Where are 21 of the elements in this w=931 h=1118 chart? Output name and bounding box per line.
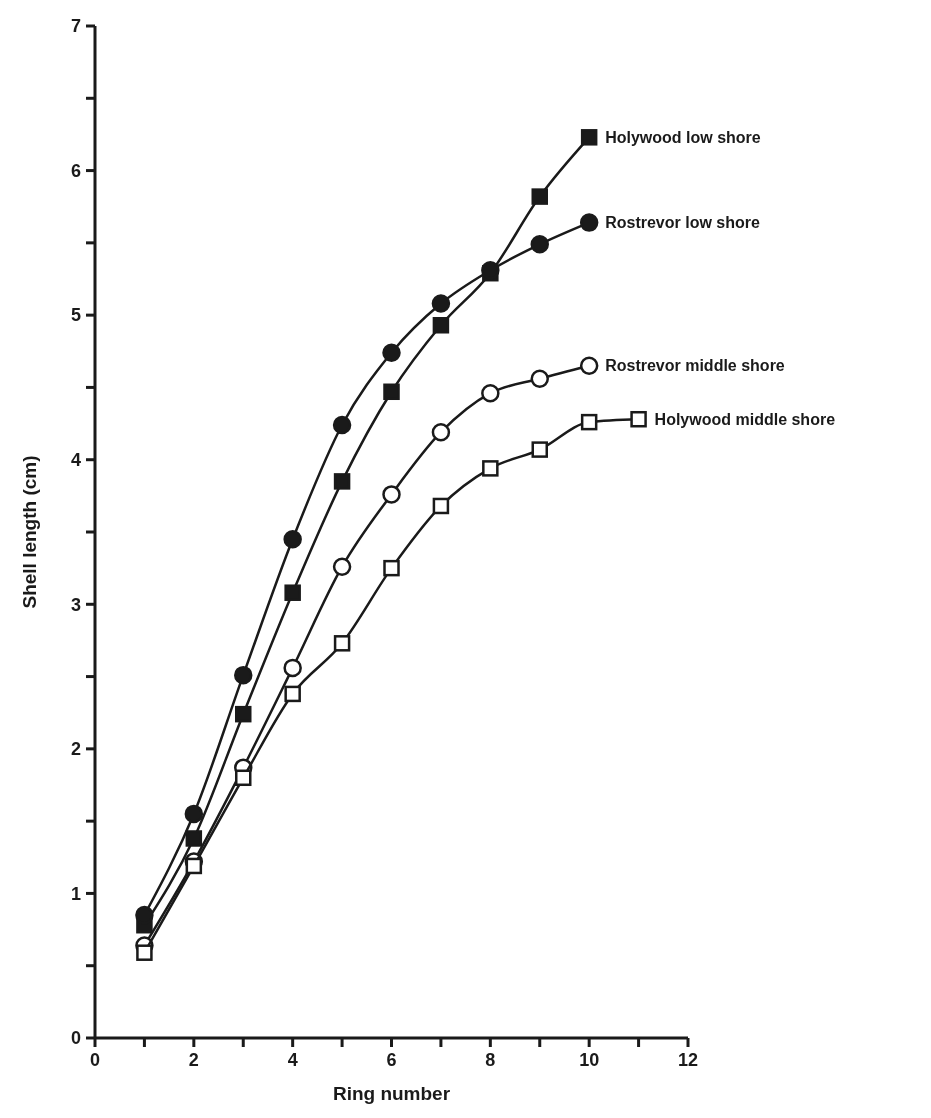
y-tick-label: 7 — [70, 16, 81, 37]
y-tick-label: 6 — [70, 160, 81, 181]
y-tick-label: 5 — [70, 305, 81, 326]
x-axis-title: Ring number — [332, 1083, 451, 1104]
y-tick-label: 4 — [70, 450, 81, 471]
x-tick-label: 12 — [677, 1050, 699, 1070]
y-tick-label: 1 — [70, 883, 81, 904]
x-tick-label: 8 — [485, 1050, 496, 1070]
series-label: Rostrevor low shore — [605, 214, 760, 232]
series-label: Holywood low shore — [605, 128, 761, 146]
series-label: Holywood middle shore — [654, 410, 836, 428]
y-axis-title: Shell length (cm) — [19, 455, 40, 609]
x-tick-label: 10 — [579, 1050, 600, 1070]
x-tick-label: 6 — [386, 1050, 397, 1070]
x-tick-label: 0 — [89, 1050, 101, 1070]
series-label: Rostrevor middle shore — [605, 357, 785, 375]
x-tick-label: 4 — [287, 1050, 298, 1070]
x-tick-label: 2 — [188, 1050, 199, 1070]
y-tick-label: 0 — [70, 1028, 81, 1049]
y-tick-label: 3 — [70, 594, 81, 615]
y-tick-label: 2 — [70, 739, 81, 760]
